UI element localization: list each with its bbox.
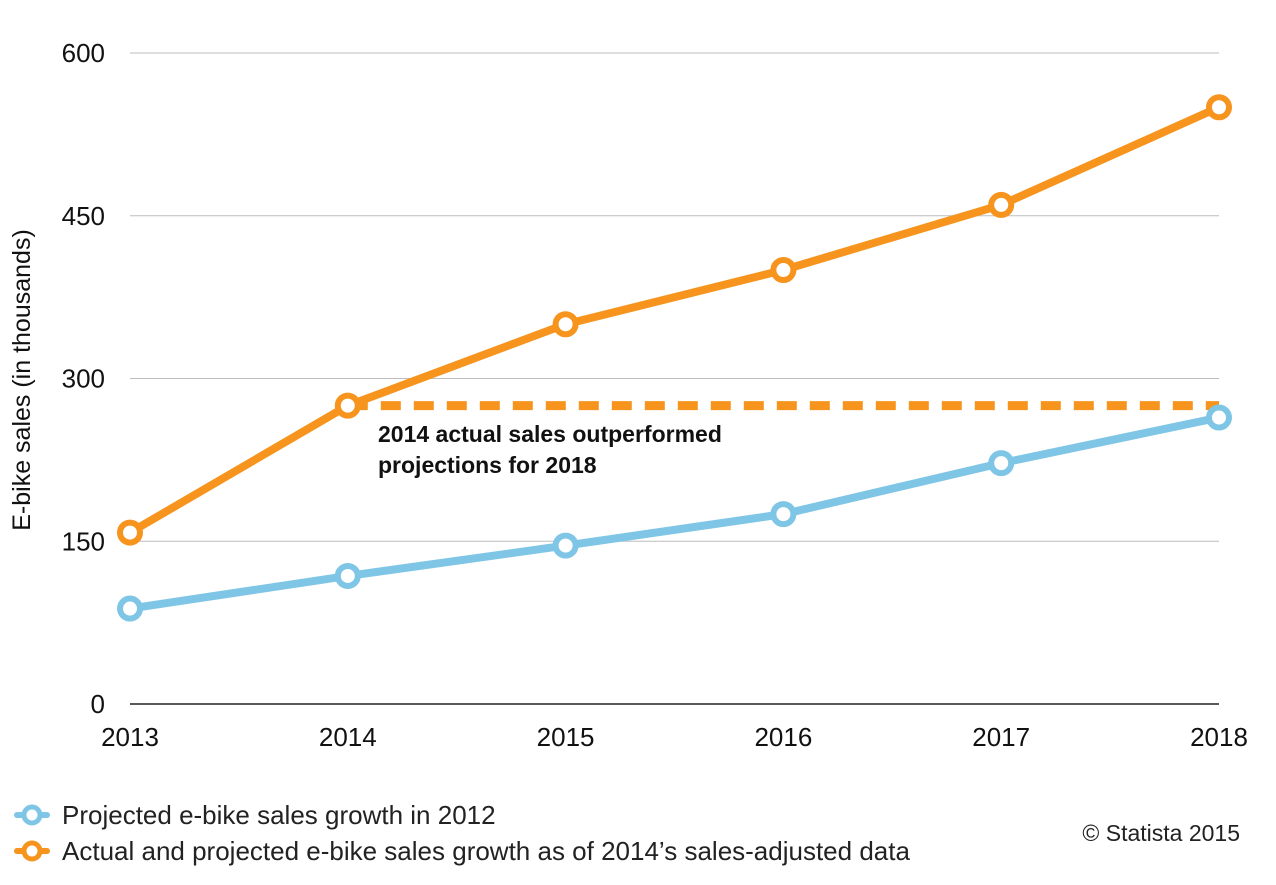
x-tick-label-2016: 2016 — [754, 722, 812, 752]
x-tick-label-2015: 2015 — [537, 722, 595, 752]
series-group — [117, 94, 1232, 622]
y-tick-label-600: 600 — [62, 38, 105, 68]
annotation-line-2: projections for 2018 — [378, 452, 597, 478]
y-tick-label-300: 300 — [62, 364, 105, 394]
series-line-0 — [126, 413, 1223, 613]
legend-label-projected: Projected e-bike sales growth in 2012 — [62, 800, 496, 830]
x-tick-label-2018: 2018 — [1190, 722, 1248, 752]
gridlines — [130, 52, 1219, 542]
data-point-series1-2014 — [334, 392, 361, 419]
data-point-series0-2014 — [334, 562, 361, 589]
y-tick-label-150: 150 — [62, 526, 105, 556]
legend-swatch-marker-projected — [21, 804, 43, 826]
data-point-series0-2016 — [770, 501, 797, 528]
x-tick-label-2014: 2014 — [319, 722, 377, 752]
x-tick-label-2013: 2013 — [101, 722, 159, 752]
legend-swatch-marker-actual — [21, 840, 43, 862]
data-point-series1-2013 — [117, 519, 143, 546]
y-tick-label-450: 450 — [62, 201, 105, 231]
y-tick-label-0: 0 — [91, 689, 105, 719]
legend-item-actual: Actual and projected e-bike sales growth… — [14, 836, 910, 866]
series-line-1 — [126, 103, 1223, 537]
data-point-series0-2018 — [1206, 404, 1232, 431]
labels-group: E-bike sales (in thousands) 2014 actual … — [8, 229, 722, 531]
copyright-text: © Statista 2015 — [1082, 820, 1240, 846]
legend: Projected e-bike sales growth in 2012 Ac… — [14, 800, 910, 866]
data-point-series1-2018 — [1206, 94, 1232, 121]
data-point-series1-2015 — [552, 311, 579, 338]
legend-item-projected: Projected e-bike sales growth in 2012 — [14, 800, 496, 830]
data-point-series0-2015 — [552, 532, 579, 559]
annotation-line-1: 2014 actual sales outperformed — [378, 421, 722, 447]
y-axis-title: E-bike sales (in thousands) — [8, 229, 36, 531]
data-point-series0-2013 — [117, 595, 143, 622]
axes: 0 150 300 450 600 2013 2014 2015 2016 2017 2018 — [62, 38, 1248, 752]
data-point-series1-2016 — [770, 257, 797, 283]
data-point-series0-2017 — [988, 450, 1015, 477]
x-tick-label-2017: 2017 — [972, 722, 1030, 752]
data-point-series1-2017 — [988, 191, 1015, 218]
legend-label-actual: Actual and projected e-bike sales growth… — [62, 836, 910, 866]
